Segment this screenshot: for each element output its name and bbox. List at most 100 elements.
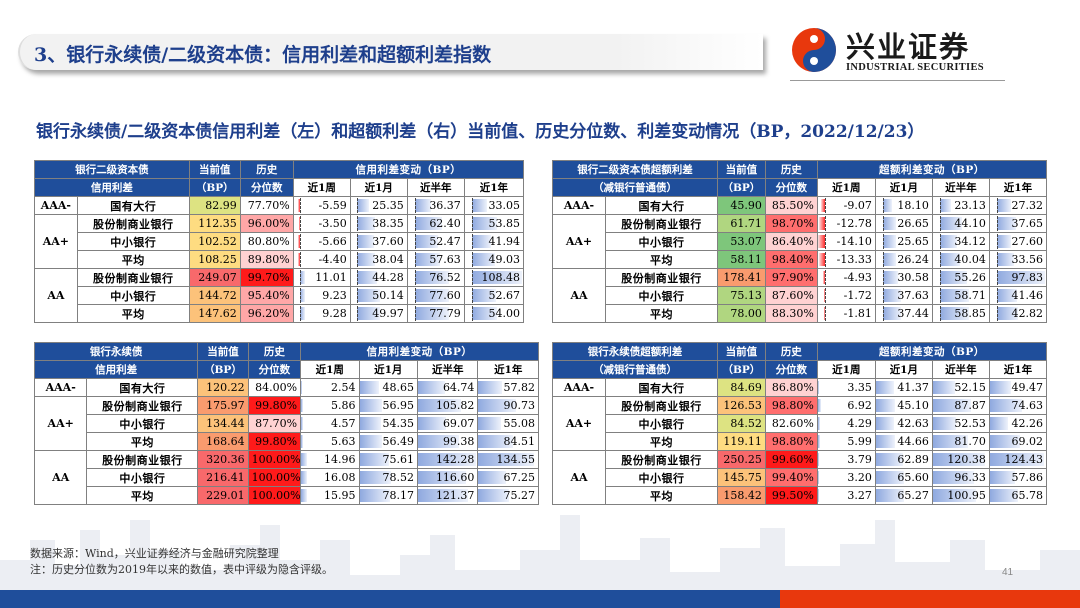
spread-change-value: 77.79 bbox=[429, 307, 461, 320]
spread-change-value: 69.07 bbox=[442, 417, 475, 430]
spread-change-value: 52.15 bbox=[954, 381, 986, 394]
table-row: 中小银行 102.52 80.80% -5.66 37.60 52.47 41.94 bbox=[35, 232, 525, 251]
history-percentile: 99.40% bbox=[764, 468, 818, 487]
zero-axis-line bbox=[883, 288, 885, 303]
current-value: 126.53 bbox=[716, 396, 766, 415]
positive-data-bar bbox=[301, 489, 308, 502]
spread-change-cell: 74.63 bbox=[988, 396, 1048, 415]
history-percentile: 96.00% bbox=[239, 214, 294, 233]
history-percentile: 99.80% bbox=[247, 396, 302, 415]
bank-type: 国有大行 bbox=[604, 378, 718, 397]
spread-change-value: 26.65 bbox=[897, 217, 929, 230]
spread-change-cell: 57.86 bbox=[988, 468, 1048, 487]
header-name: 银行永续债 bbox=[33, 342, 199, 361]
spread-change-cell: 56.95 bbox=[358, 396, 418, 415]
spread-change-value: 42.82 bbox=[1011, 307, 1044, 320]
spread-change-cell: 142.28 bbox=[416, 450, 479, 469]
spread-change-cell: 23.13 bbox=[931, 196, 990, 215]
positive-data-bar bbox=[876, 417, 895, 430]
spread-change-cell: -4.40 bbox=[292, 250, 351, 269]
spread-change-cell: 81.70 bbox=[931, 432, 990, 451]
positive-data-bar bbox=[418, 435, 459, 448]
spread-change-cell: 25.35 bbox=[349, 196, 408, 215]
spread-change-cell: 65.60 bbox=[874, 468, 933, 487]
table-row: AA 股份制商业银行 249.07 99.70% 11.01 44.28 76.52 108.… bbox=[34, 268, 525, 323]
spread-change-cell: -12.78 bbox=[816, 214, 876, 233]
zero-axis-line bbox=[883, 306, 885, 321]
table-row: 中小银行 75.13 87.60% -1.72 37.63 58.71 41.46 bbox=[553, 286, 1048, 305]
header-name: 银行二级资本债超额利差 bbox=[552, 160, 718, 179]
positive-data-bar bbox=[933, 489, 977, 502]
spread-change-cell: 15.95 bbox=[300, 486, 360, 505]
table-row: AA 股份制商业银行 250.25 99.60% 3.79 62.89 120.38 124.… bbox=[552, 450, 1048, 505]
positive-data-bar bbox=[990, 453, 1044, 466]
positive-data-bar bbox=[478, 471, 507, 484]
spread-change-value: 38.04 bbox=[372, 253, 404, 266]
positive-data-bar bbox=[471, 253, 495, 266]
positive-data-bar bbox=[818, 435, 821, 448]
positive-data-bar bbox=[818, 453, 820, 466]
table-row: 平均 229.01 100.00% 15.95 78.17 121.37 75.27 bbox=[35, 486, 539, 505]
current-value: 119.11 bbox=[716, 432, 766, 451]
history-percentile: 84.00% bbox=[247, 378, 302, 397]
positive-data-bar bbox=[940, 271, 968, 284]
current-value: 144.72 bbox=[188, 286, 241, 305]
spread-change-value: 3.79 bbox=[847, 453, 872, 466]
positive-data-bar bbox=[357, 271, 378, 284]
current-value: 102.52 bbox=[188, 232, 241, 251]
spread-change-cell: 3.79 bbox=[816, 450, 876, 469]
spread-change-value: 64.74 bbox=[442, 381, 475, 394]
spread-change-value: 100.95 bbox=[947, 489, 986, 502]
spread-change-cell: 50.14 bbox=[349, 286, 408, 305]
spread-change-value: 50.14 bbox=[372, 289, 404, 302]
footnotes: 数据来源：Wind，兴业证券经济与金融研究院整理 注：历史分位数为2019年以来… bbox=[30, 546, 333, 578]
history-percentile: 100.00% bbox=[247, 486, 302, 505]
history-percentile: 100.00% bbox=[247, 450, 302, 469]
header-percentile: 分位数 bbox=[764, 360, 818, 379]
spread-change-value: 37.44 bbox=[897, 307, 929, 320]
spread-change-value: 76.52 bbox=[429, 271, 461, 284]
zero-axis-line bbox=[940, 288, 942, 303]
spread-change-cell: 36.37 bbox=[406, 196, 465, 215]
bank-type: 股份制商业银行 bbox=[604, 396, 718, 415]
spread-change-cell: 5.86 bbox=[300, 396, 360, 415]
zero-axis-line bbox=[471, 216, 473, 231]
positive-data-bar bbox=[478, 435, 514, 448]
spread-change-cell: 2.54 bbox=[300, 378, 360, 397]
history-percentile: 96.20% bbox=[239, 304, 294, 323]
spread-change-cell: 37.63 bbox=[874, 286, 933, 305]
table-row: 平均 78.00 88.30% -1.81 37.44 58.85 42.82 bbox=[553, 304, 1048, 323]
zero-axis-line bbox=[825, 234, 827, 249]
positive-data-bar bbox=[301, 381, 303, 394]
history-percentile: 100.00% bbox=[247, 468, 302, 487]
spread-change-cell: 40.04 bbox=[931, 250, 990, 269]
zero-axis-line bbox=[997, 252, 999, 267]
spread-change-cell: 77.79 bbox=[406, 304, 465, 323]
header-change-span: 信用利差变动（BP） bbox=[292, 160, 525, 179]
zero-axis-line bbox=[940, 198, 942, 213]
rating-grade: AA bbox=[552, 450, 606, 505]
spread-change-cell: 58.85 bbox=[931, 304, 990, 323]
spread-change-cell: 99.38 bbox=[416, 432, 479, 451]
header-change-span: 超额利差变动（BP） bbox=[816, 160, 1048, 179]
spread-change-cell: 9.28 bbox=[292, 304, 351, 323]
spread-change-cell: 14.96 bbox=[300, 450, 360, 469]
current-value: 147.62 bbox=[188, 304, 241, 323]
bank-type: 中小银行 bbox=[604, 468, 718, 487]
zero-axis-line bbox=[825, 288, 827, 303]
header-period: 近1周 bbox=[816, 178, 876, 197]
positive-data-bar bbox=[418, 417, 447, 430]
bank-type: 股份制商业银行 bbox=[86, 396, 199, 415]
bank-type: 平均 bbox=[76, 250, 190, 269]
spread-change-cell: 62.40 bbox=[406, 214, 465, 233]
spread-change-cell: -3.50 bbox=[292, 214, 351, 233]
spread-change-value: 36.37 bbox=[429, 199, 461, 212]
spread-change-cell: 27.32 bbox=[988, 196, 1048, 215]
positive-data-bar bbox=[876, 399, 896, 412]
table-row: 平均 147.62 96.20% 9.28 49.97 77.79 54.00 bbox=[35, 304, 525, 323]
spread-change-cell: 33.05 bbox=[463, 196, 525, 215]
rating-grade: AA+ bbox=[33, 396, 88, 451]
current-value: 45.90 bbox=[716, 196, 766, 215]
spread-change-value: 6.92 bbox=[847, 399, 872, 412]
spread-change-value: -4.93 bbox=[843, 271, 872, 284]
